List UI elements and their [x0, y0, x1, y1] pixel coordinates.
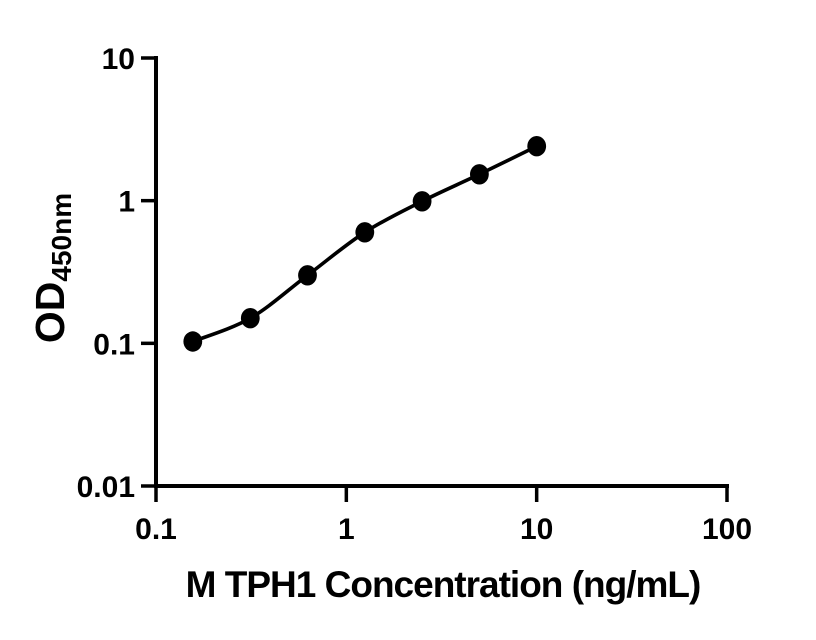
- x-tick-label: 100: [702, 513, 752, 546]
- x-tick-label: 1: [338, 513, 355, 546]
- data-point-marker: [298, 265, 317, 286]
- x-tick-label: 0.1: [135, 513, 177, 546]
- y-tick-label: 0.01: [77, 471, 135, 504]
- y-axis-title-main: OD: [27, 282, 73, 344]
- data-point-marker: [183, 331, 203, 352]
- ticks-layer: [141, 56, 729, 502]
- x-axis-title: M TPH1 Concentration (ng/mL): [186, 564, 701, 605]
- y-axis-title: OD450nm: [27, 193, 77, 343]
- data-point-marker: [527, 136, 547, 157]
- data-point-marker: [412, 191, 432, 212]
- y-tick-label: 10: [102, 43, 135, 76]
- y-tick-label: 0.1: [93, 328, 135, 361]
- y-tick-label: 1: [118, 186, 135, 219]
- data-point-marker: [355, 222, 375, 243]
- y-axis-title-subscript: 450nm: [46, 193, 77, 282]
- data-point-marker: [470, 164, 489, 185]
- data-series-layer: [183, 136, 547, 352]
- data-point-marker: [240, 308, 260, 329]
- x-tick-label: 10: [520, 513, 553, 546]
- axes-layer: [154, 56, 729, 488]
